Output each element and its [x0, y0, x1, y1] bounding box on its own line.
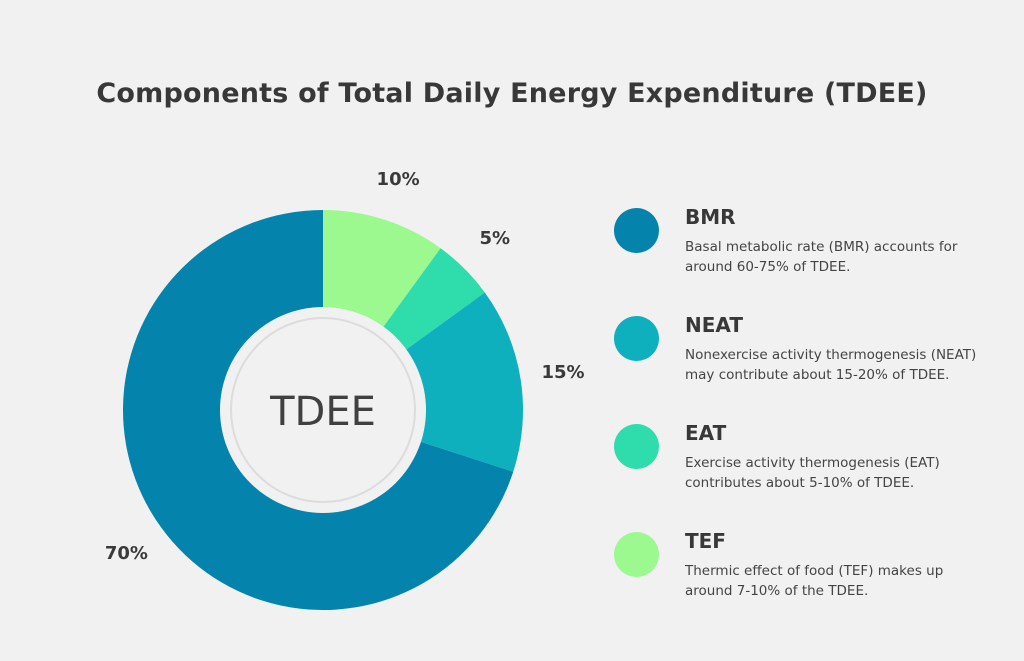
slice-label-neat: 15%: [541, 362, 584, 383]
legend-name: NEAT: [685, 313, 743, 337]
legend-swatch-neat: [614, 316, 659, 361]
legend-name: TEF: [685, 529, 726, 553]
donut-hole: [220, 307, 426, 513]
legend-description: Nonexercise activity thermogenesis (NEAT…: [685, 347, 977, 383]
legend-description: Exercise activity thermogenesis (EAT) co…: [685, 455, 940, 491]
legend-description: Thermic effect of food (TEF) makes up ar…: [685, 563, 944, 599]
chart-title: Components of Total Daily Energy Expendi…: [96, 78, 928, 109]
donut-hole-ring: [230, 317, 416, 503]
legend-swatch-tef: [614, 532, 659, 577]
slice-labels: 10% 5% 15% 70%: [105, 169, 585, 564]
center-label: TDEE: [269, 389, 376, 435]
legend-swatch-eat: [614, 424, 659, 469]
legend-name: EAT: [685, 421, 727, 445]
legend-description: Basal metabolic rate (BMR) accounts for …: [685, 239, 958, 275]
legend-name: BMR: [685, 205, 736, 229]
slice-label-bmr: 70%: [105, 543, 148, 564]
slice-neat: [323, 292, 523, 472]
legend-swatch-bmr: [614, 208, 659, 253]
slice-label-eat: 5%: [480, 228, 511, 249]
slice-label-tef: 10%: [377, 169, 420, 190]
